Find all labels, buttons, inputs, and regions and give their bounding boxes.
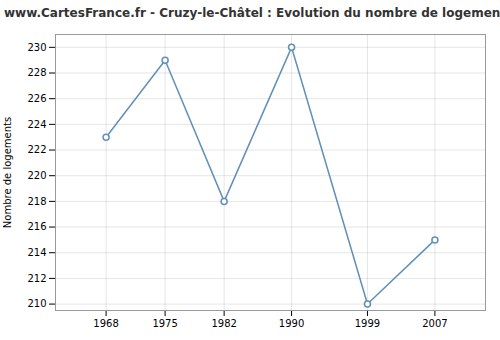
svg-text:210: 210 [27, 298, 46, 309]
svg-text:1999: 1999 [355, 318, 380, 329]
svg-text:1990: 1990 [279, 318, 304, 329]
svg-text:222: 222 [27, 144, 46, 155]
svg-text:230: 230 [27, 42, 46, 53]
svg-text:1975: 1975 [152, 318, 177, 329]
svg-text:224: 224 [27, 119, 46, 130]
svg-text:1982: 1982 [211, 318, 236, 329]
svg-text:226: 226 [27, 93, 46, 104]
svg-text:Nombre de logements: Nombre de logements [2, 117, 13, 228]
svg-text:218: 218 [27, 196, 46, 207]
svg-text:228: 228 [27, 67, 46, 78]
svg-text:212: 212 [27, 273, 46, 284]
svg-text:1968: 1968 [93, 318, 118, 329]
svg-text:216: 216 [27, 221, 46, 232]
svg-text:214: 214 [27, 247, 46, 258]
svg-text:220: 220 [27, 170, 46, 181]
svg-text:2007: 2007 [422, 318, 447, 329]
